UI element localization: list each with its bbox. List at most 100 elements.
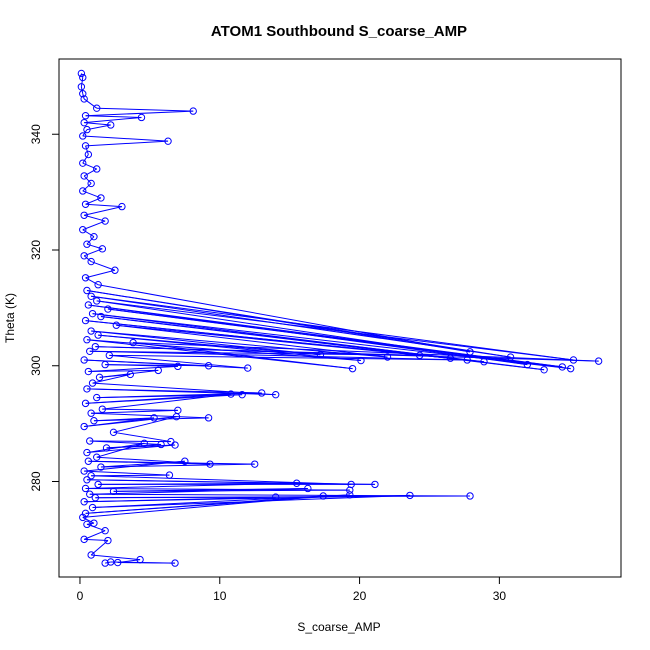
series-segment [82, 183, 92, 192]
data-point [91, 494, 100, 502]
data-point [80, 211, 88, 219]
data-point [204, 414, 213, 422]
series-segment [109, 354, 468, 361]
data-point [84, 301, 93, 309]
series-segment [84, 538, 108, 542]
data-point [540, 366, 548, 374]
data-point [227, 390, 235, 398]
data-point [80, 422, 88, 431]
y-axis: 280 300 320 340 [29, 124, 60, 492]
series-segment [91, 474, 170, 477]
series-segment [96, 300, 574, 361]
data-point [93, 453, 101, 461]
data-point [102, 444, 111, 452]
data-point [107, 558, 115, 566]
series-segment [109, 354, 248, 369]
series-segment [90, 261, 116, 271]
data-point [79, 73, 87, 82]
series-segment [113, 416, 177, 433]
data-point [271, 390, 280, 399]
data-point [87, 292, 95, 300]
series-segment [83, 168, 97, 177]
series-segment [89, 487, 308, 495]
series-segment [85, 482, 297, 489]
series-segment [85, 203, 122, 208]
series-segment [91, 295, 574, 361]
data-point [101, 559, 109, 567]
series-segment [91, 554, 141, 561]
series-segment [85, 140, 169, 147]
data-point [93, 104, 101, 112]
data-point [251, 460, 259, 468]
data-point [94, 480, 102, 489]
series-segment [113, 431, 171, 443]
series-segment [83, 255, 92, 262]
data-point [104, 536, 112, 545]
series-segment [91, 412, 209, 419]
data-point [244, 364, 252, 372]
x-axis: 0 10 20 30 [77, 576, 506, 603]
data-point [569, 356, 578, 364]
data-point [150, 414, 158, 422]
chart-title: ATOM1 Southbound S_coarse_AMP [211, 23, 467, 40]
data-point [480, 357, 488, 366]
series-segment [133, 342, 599, 362]
series-segment [85, 495, 324, 514]
data-point [594, 357, 603, 365]
data-point [98, 405, 107, 413]
series-segment [89, 350, 420, 356]
data-point [129, 338, 137, 347]
data-point [80, 498, 88, 506]
series-segment [86, 444, 176, 454]
series-layer [77, 69, 603, 567]
series-segment [85, 197, 102, 205]
data-point [140, 439, 148, 448]
series-segment [80, 77, 84, 87]
data-point [101, 217, 109, 225]
data-point [80, 95, 88, 103]
series-segment [84, 416, 177, 428]
data-point [79, 90, 87, 98]
data-point [80, 172, 88, 180]
series-segment [82, 129, 88, 137]
data-point [174, 362, 182, 371]
data-point [157, 440, 165, 449]
series-segment [86, 479, 375, 485]
series-segment [85, 393, 231, 404]
data-point [79, 226, 87, 234]
data-point [87, 179, 95, 188]
series-segment [89, 350, 468, 361]
data-point [304, 484, 312, 493]
x-axis-label: S_coarse_AMP [297, 620, 380, 634]
series-segment [107, 308, 571, 370]
data-point [112, 321, 121, 329]
data-point [206, 460, 214, 468]
data-point [204, 362, 213, 370]
series-segment [82, 220, 106, 231]
data-point [118, 202, 126, 211]
data-point [83, 476, 91, 484]
series-segment [91, 330, 321, 356]
y-tick-label: 340 [29, 124, 43, 144]
data-point [172, 412, 181, 421]
data-point [90, 417, 98, 425]
data-point [415, 351, 424, 360]
data-point [83, 336, 91, 344]
data-point [506, 353, 515, 361]
data-point [94, 281, 102, 289]
data-point [87, 551, 95, 559]
data-point [97, 312, 105, 321]
data-point [80, 467, 88, 475]
y-tick-label: 280 [29, 471, 43, 491]
data-point [81, 399, 90, 408]
x-tick-label: 0 [77, 589, 84, 603]
series-segment [82, 516, 95, 524]
series-segment [93, 417, 155, 422]
series-segment [84, 122, 111, 126]
data-point [87, 409, 95, 417]
series-segment [95, 346, 420, 356]
series-segment [86, 243, 103, 250]
data-point [88, 503, 97, 512]
series-segment [110, 561, 176, 564]
data-point [189, 107, 197, 115]
